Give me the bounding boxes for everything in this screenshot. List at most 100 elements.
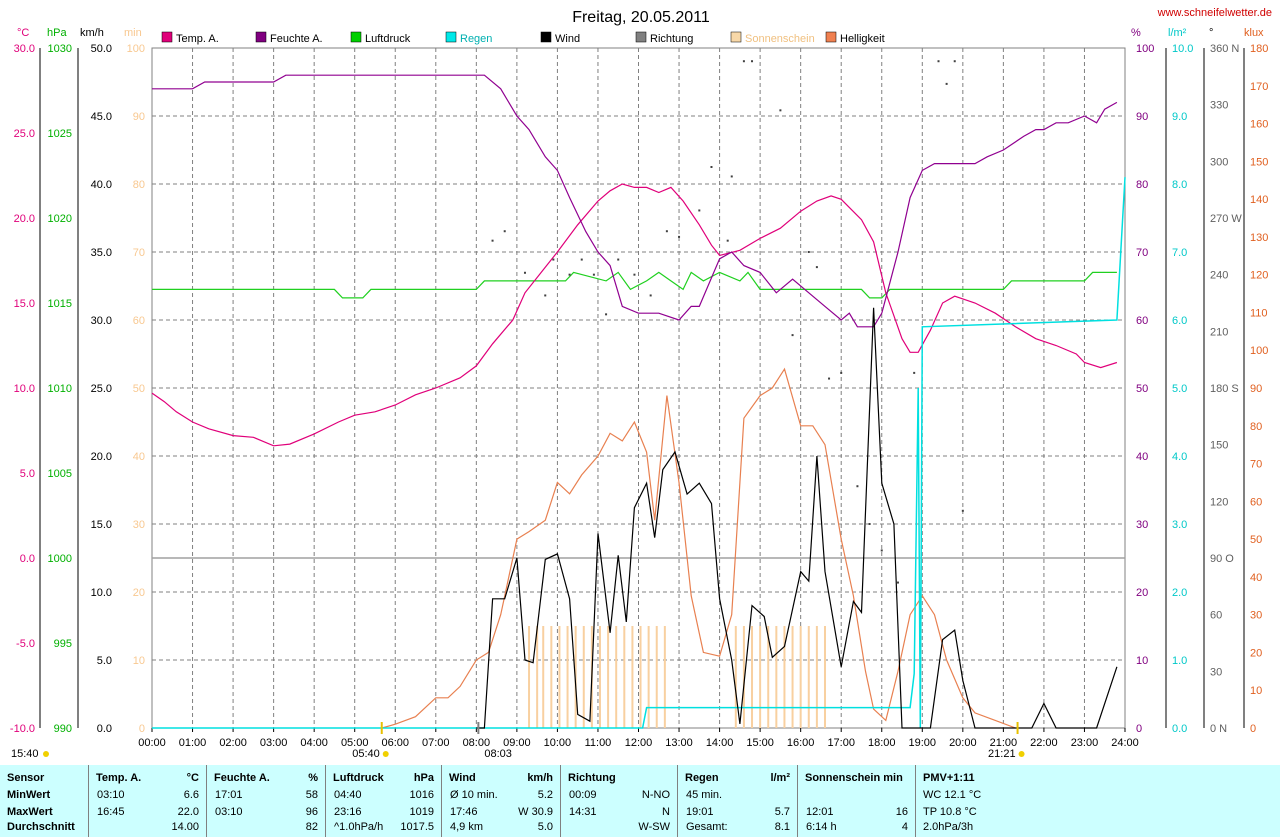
pressure-axis-tick-label: 1020 [48, 213, 72, 225]
direction-point [913, 371, 916, 374]
x-tick-label: 08:00 [463, 737, 491, 749]
x-tick-label: 00:00 [138, 737, 166, 749]
sunset-time: 21:21 [988, 748, 1016, 760]
direction-axis-tick-label: 150 [1210, 440, 1228, 452]
light-axis-tick-label: 50 [1250, 534, 1262, 546]
series-line-helligkeit [381, 367, 1016, 729]
rain-axis-tick-label: 0.0 [1172, 723, 1187, 735]
x-tick-label: 20:00 [949, 737, 977, 749]
temp-unit-label: °C [17, 27, 29, 39]
wind-axis-tick-label: 35.0 [91, 247, 112, 259]
temp-axis-tick-label: 0.0 [20, 553, 35, 565]
stats-cell: 2.0hPa/3h [923, 821, 974, 833]
stats-cell-time: 14:31 [569, 806, 597, 818]
direction-axis-tick-label: 180 S [1210, 383, 1239, 395]
x-tick-label: 04:00 [300, 737, 328, 749]
direction-point [896, 581, 899, 584]
humidity-axis-tick-label: 90 [1136, 111, 1148, 123]
stats-cell-time: 16:45 [97, 806, 125, 818]
sun-axis-tick-label: 60 [133, 315, 145, 327]
light-axis-tick-label: 180 [1250, 43, 1268, 55]
humidity-axis-tick-label: 0 [1136, 723, 1142, 735]
legend-swatch [445, 31, 457, 43]
stats-cell-value: N [662, 806, 670, 818]
direction-point [698, 209, 701, 212]
light-axis-tick-label: 30 [1250, 610, 1262, 622]
stats-column-wind: Wind km/h Ø 10 min. 5.2 17:46 W 30.9 4,9 km 5.0 [441, 765, 560, 837]
series-line-temp-a [151, 183, 1118, 447]
legend-label: Sonnenschein [745, 33, 815, 45]
stats-cell-time: 45 min. [686, 789, 723, 801]
direction-axis-tick-label: 120 [1210, 496, 1228, 508]
pressure-axis-tick-label: 1000 [48, 553, 72, 565]
stats-cell-value: 58 [305, 789, 318, 801]
stats-cell-time: Gesamt: [686, 821, 728, 833]
stats-unit: km/h [527, 772, 553, 784]
wind-axis-tick-label: 45.0 [91, 111, 112, 123]
sunrise-time: 05:40 [352, 748, 380, 760]
x-tick-label: 09:00 [503, 737, 531, 749]
wind-axis-tick-label: 20.0 [91, 451, 112, 463]
direction-point [868, 523, 871, 525]
wind-axis-tick-label: 40.0 [91, 179, 112, 191]
rain-axis-tick-label: 7.0 [1172, 247, 1187, 259]
light-axis-tick-label: 120 [1250, 270, 1268, 282]
stats-column-rain: Regen l/m² 45 min. 19:01 5.7 Gesamt: 8.1 [677, 765, 797, 837]
pressure-axis-tick-label: 1030 [48, 43, 72, 55]
direction-point [580, 258, 583, 261]
sun-icon [1018, 751, 1025, 757]
light-axis-tick-label: 40 [1250, 572, 1262, 584]
direction-axis-tick-label: 0 N [1210, 723, 1227, 735]
rain-axis-tick-label: 10.0 [1172, 43, 1193, 55]
stats-cell-value: 14.00 [171, 821, 199, 833]
direction-point [807, 251, 810, 253]
direction-point [665, 230, 668, 233]
stats-header: Luftdruck [333, 772, 384, 784]
temp-axis-tick-label: 10.0 [14, 383, 35, 395]
direction-point [710, 166, 713, 168]
pressure-axis-tick-label: 990 [54, 723, 72, 735]
stats-cell: WC 12.1 °C [923, 789, 982, 801]
humidity-axis-tick-label: 70 [1136, 247, 1148, 259]
x-tick-label: 02:00 [219, 737, 247, 749]
x-tick-label: 18:00 [868, 737, 896, 749]
stats-cell-value: 5.0 [537, 821, 553, 833]
x-tick-label: 14:00 [706, 737, 734, 749]
wind-unit-label: km/h [80, 27, 104, 39]
sun-icon [382, 751, 389, 757]
stats-cell-time: 00:09 [569, 789, 597, 801]
stats-unit: % [308, 772, 318, 784]
stats-cell-value: 96 [305, 806, 318, 818]
legend-label: Temp. A. [176, 33, 219, 45]
direction-point [961, 509, 964, 512]
direction-point [568, 273, 571, 276]
direction-point [953, 60, 956, 63]
direction-axis-tick-label: 90 O [1210, 553, 1234, 565]
direction-point [828, 377, 831, 380]
stats-header: Feuchte A. [214, 772, 270, 784]
humidity-axis-tick-label: 30 [1136, 519, 1148, 531]
start-time: 15:40 [11, 748, 39, 760]
sun-axis-tick-label: 10 [133, 655, 145, 667]
stats-cell-time: 19:01 [686, 806, 714, 818]
x-tick-label: 15:00 [746, 737, 774, 749]
direction-point [678, 235, 681, 238]
temp-axis-tick-label: 30.0 [14, 43, 35, 55]
direction-axis-tick-label: 330 [1210, 100, 1228, 112]
light-axis-tick-label: 80 [1250, 421, 1262, 433]
chart-title: Freitag, 20.05.2011 [572, 9, 710, 26]
legend-label: Regen [460, 33, 492, 45]
stats-header: PMV+1:11 [923, 772, 975, 784]
direction-point [779, 109, 782, 112]
stats-cell: Durchschnitt [7, 821, 75, 833]
temp-axis-tick-label: 15.0 [14, 298, 35, 310]
x-tick-label: 16:00 [787, 737, 815, 749]
stats-cell-time: 17:46 [450, 806, 478, 818]
wind-axis-tick-label: 50.0 [91, 43, 112, 55]
temp-axis-tick-label: 5.0 [20, 468, 35, 480]
wind-axis-tick-label: 25.0 [91, 383, 112, 395]
stats-cell: MaxWert [7, 806, 53, 818]
direction-point [937, 60, 940, 63]
rain-axis-tick-label: 1.0 [1172, 655, 1187, 667]
stats-column-hum: Feuchte A.% 17:01 58 03:10 96 82 [206, 765, 325, 837]
